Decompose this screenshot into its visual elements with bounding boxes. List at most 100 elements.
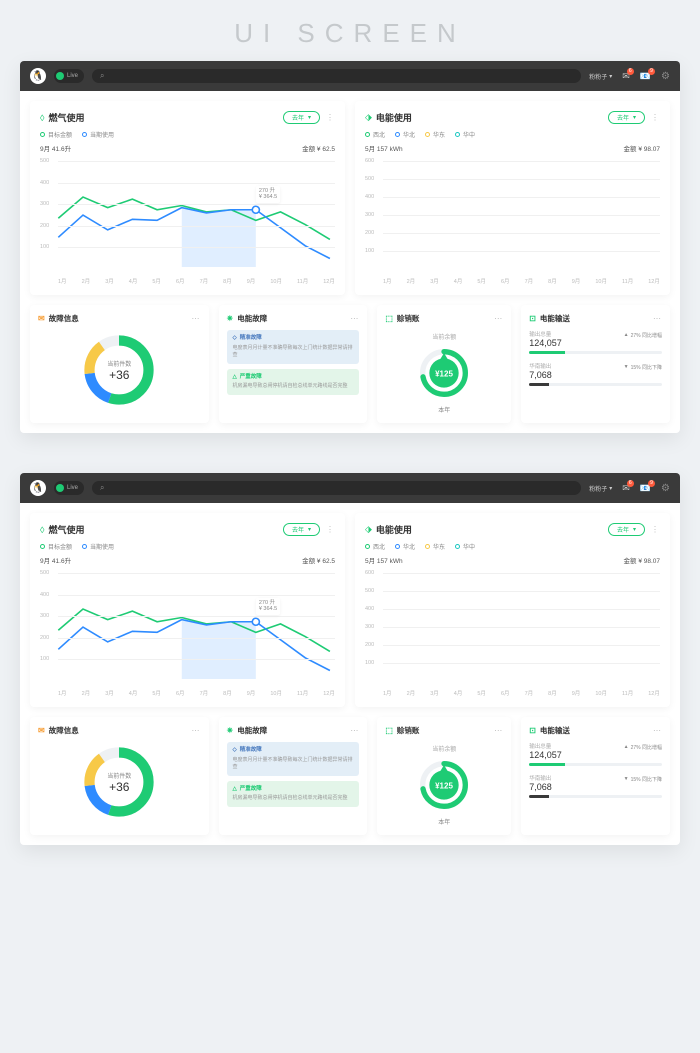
power-xticks: 1月2月3月4月5月6月7月8月9月10月11月12月 (365, 277, 660, 285)
gas-line-chart[interactable]: 500400300200100270 升¥ 364.5 (40, 155, 335, 275)
power-xticks: 1月2月3月4月5月6月7月8月9月10月11月12月 (365, 689, 660, 697)
fault-info-card: ✉故障信息 ⋯ 当前件数 +36 (30, 305, 209, 423)
gas-card-title: 燃气使用 (48, 523, 84, 536)
delivery-more-icon[interactable]: ⋯ (653, 314, 662, 323)
power-subhead-left: 5月 157 kWh (365, 143, 403, 153)
delivery-more-icon[interactable]: ⋯ (653, 726, 662, 735)
power-period-select[interactable]: 去年▾ (608, 523, 645, 536)
account-gauge[interactable]: 当前余额 ¥125 本年 (385, 742, 503, 827)
mail-icon[interactable]: 📧 9 (640, 71, 651, 82)
message-badge: 6 (627, 480, 634, 487)
alert-item[interactable]: △严重故障机房漏电导致总闸停机请自检总线单元路线是否完整 (227, 781, 360, 808)
power-legend: 西北 华北 华东 华中 (365, 542, 660, 551)
search-icon: ⌕ (100, 483, 104, 493)
powerfault-more-icon[interactable]: ⋯ (350, 726, 359, 735)
dashboard-window: 🐧 Live ⌕ 粉粉子 ▾ ✉ 6 📧 9 ⚙ ◊ (20, 61, 680, 433)
power-period-select[interactable]: 去年▾ (608, 111, 645, 124)
chevron-down-icon: ▾ (308, 526, 311, 533)
power-card-title: 电能使用 (376, 111, 412, 124)
fault-more-icon[interactable]: ⋯ (192, 726, 201, 735)
power-more-icon[interactable]: ⋮ (651, 113, 660, 122)
gas-subhead-left: 9月 41.6升 (40, 143, 71, 153)
gas-more-icon[interactable]: ⋮ (326, 525, 335, 534)
alert-list: ◇精准故障电度表月月计量不准确导致每次上门统计数据异常请排查 △严重故障机房漏电导… (227, 330, 360, 395)
power-subhead-left: 5月 157 kWh (365, 555, 403, 565)
status-dot (56, 484, 64, 492)
message-icon[interactable]: ✉ 6 (622, 71, 630, 82)
alert-item[interactable]: ◇精准故障电度表月月计量不准确导致每次上门统计数据异常请排查 (227, 742, 360, 776)
gear-icon[interactable]: ⚙ (661, 483, 670, 494)
gas-usage-card: ◊ 燃气使用 去年▾ ⋮ 目标金额 当期使用 9月 41.6升 金额 ¥ 62.… (30, 513, 345, 707)
topbar-right: 粉粉子 ▾ ✉ 6 📧 9 ⚙ (589, 483, 670, 494)
gas-subhead-right: 金额 ¥ 62.5 (302, 143, 335, 153)
mail-badge: 9 (648, 68, 655, 75)
search-icon: ⌕ (100, 71, 104, 81)
gas-legend: 目标金额 当期使用 (40, 542, 335, 551)
flame-icon: ◊ (40, 525, 44, 535)
donut-center-label: 当前件数 (107, 359, 131, 368)
user-menu[interactable]: 粉粉子 ▾ (589, 484, 612, 493)
user-menu[interactable]: 粉粉子 ▾ (589, 72, 612, 81)
gas-card-title: 燃气使用 (48, 111, 84, 124)
alert-item[interactable]: ◇精准故障电度表月月计量不准确导致每次上门统计数据异常请排查 (227, 330, 360, 364)
topbar-right: 粉粉子 ▾ ✉ 6 📧 9 ⚙ (589, 71, 670, 82)
power-bar-chart[interactable]: 600500400300200100 (365, 567, 660, 687)
gas-xticks: 1月2月3月4月5月6月7月8月9月10月11月12月 (40, 277, 335, 285)
user-label: 粉粉子 (589, 72, 607, 81)
account-more-icon[interactable]: ⋯ (494, 726, 503, 735)
gas-legend: 目标金额 当期使用 (40, 130, 335, 139)
donut-center-value: +36 (107, 368, 131, 382)
account-card: ⬚赊销账 ⋯ 当前余额 ¥125 本年 (377, 305, 511, 423)
flame-icon: ◊ (40, 113, 44, 123)
fault-donut-chart[interactable]: 当前件数 +36 (38, 742, 201, 822)
app-logo[interactable]: 🐧 (30, 68, 46, 84)
power-card-title: 电能使用 (376, 523, 412, 536)
delivery-rows: 输出总量124,057▲27% 同比增幅华南输出7,068▼15% 同比下降 (529, 330, 662, 386)
alert-list: ◇精准故障电度表月月计量不准确导致每次上门统计数据异常请排查 △严重故障机房漏电导… (227, 742, 360, 807)
gas-usage-card: ◊ 燃气使用 去年▾ ⋮ 目标金额 当期使用 9月 41.6升 金额 ¥ 62.… (30, 101, 345, 295)
power-fault-card: ✷电能故障 ⋯ ◇精准故障电度表月月计量不准确导致每次上门统计数据异常请排查△严… (219, 305, 368, 423)
chevron-down-icon: ▾ (609, 485, 612, 492)
message-icon[interactable]: ✉ 6 (622, 483, 630, 494)
delivery-card: ⊡电能输送 ⋯ 输出总量124,057▲27% 同比增幅华南输出7,068▼15… (521, 717, 670, 835)
gear-icon[interactable]: ⚙ (661, 71, 670, 82)
status-pill: Live (54, 481, 84, 495)
power-usage-card: ⬗ 电能使用 去年▾ ⋮ 西北 华北 华东 华中 5月 157 kWh 金额 ¥ (355, 101, 670, 295)
spark-icon: ✷ (227, 726, 234, 735)
user-label: 粉粉子 (589, 484, 607, 493)
gas-period-select[interactable]: 去年▾ (283, 523, 320, 536)
svg-text:¥125: ¥125 (435, 369, 453, 378)
gas-line-chart[interactable]: 500400300200100270 升¥ 364.5 (40, 567, 335, 687)
search-input[interactable]: ⌕ (92, 481, 581, 495)
alert-item[interactable]: △严重故障机房漏电导致总闸停机请自检总线单元路线是否完整 (227, 369, 360, 396)
gas-more-icon[interactable]: ⋮ (326, 113, 335, 122)
power-bar-chart[interactable]: 600500400300200100 (365, 155, 660, 275)
status-pill: Live (54, 69, 84, 83)
account-gauge[interactable]: 当前余额 ¥125 本年 (385, 330, 503, 415)
gauge-period: 本年 (438, 817, 450, 826)
mail-icon[interactable]: 📧 9 (640, 483, 651, 494)
spark-icon: ✷ (227, 314, 234, 323)
delivery-row: 华南输出7,068▼15% 同比下降 (529, 774, 662, 798)
dashboard-window: 🐧 Live ⌕ 粉粉子 ▾ ✉ 6 📧 9 ⚙ ◊ (20, 473, 680, 845)
fault-donut-chart[interactable]: 当前件数 +36 (38, 330, 201, 410)
delivery-rows: 输出总量124,057▲27% 同比增幅华南输出7,068▼15% 同比下降 (529, 742, 662, 798)
transmit-icon: ⊡ (529, 726, 536, 735)
mail-badge: 9 (648, 480, 655, 487)
app-logo[interactable]: 🐧 (30, 480, 46, 496)
power-subhead-right: 金额 ¥ 98.07 (624, 555, 661, 565)
fault-info-card: ✉故障信息 ⋯ 当前件数 +36 (30, 717, 209, 835)
gauge-period: 本年 (438, 405, 450, 414)
power-more-icon[interactable]: ⋮ (651, 525, 660, 534)
bolt-icon: ⬗ (365, 524, 372, 535)
account-more-icon[interactable]: ⋯ (494, 314, 503, 323)
message-badge: 6 (627, 68, 634, 75)
powerfault-more-icon[interactable]: ⋯ (350, 314, 359, 323)
gas-subhead-right: 金额 ¥ 62.5 (302, 555, 335, 565)
search-input[interactable]: ⌕ (92, 69, 581, 83)
gas-period-select[interactable]: 去年▾ (283, 111, 320, 124)
gauge-sub: 当前余额 (432, 332, 456, 341)
power-fault-card: ✷电能故障 ⋯ ◇精准故障电度表月月计量不准确导致每次上门统计数据异常请排查△严… (219, 717, 368, 835)
gas-subhead-left: 9月 41.6升 (40, 555, 71, 565)
fault-more-icon[interactable]: ⋯ (192, 314, 201, 323)
